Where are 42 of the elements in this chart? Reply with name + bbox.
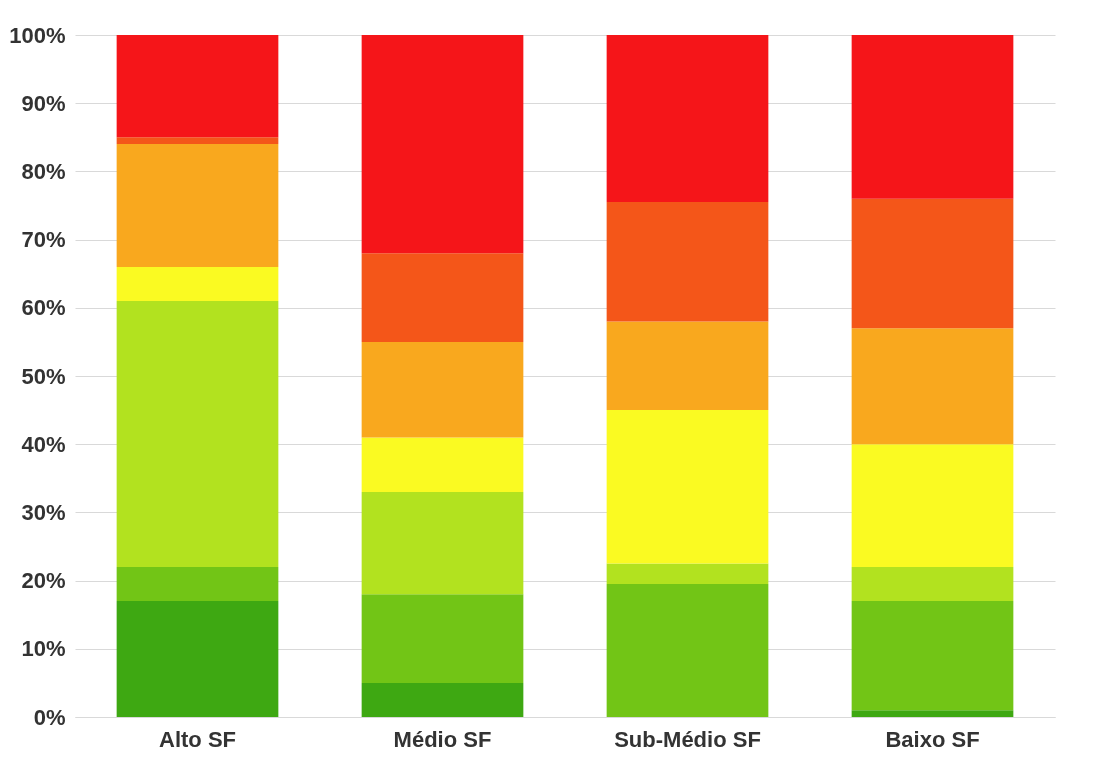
bar bbox=[851, 566, 1014, 602]
y-tick-label: 70% bbox=[21, 227, 66, 253]
x-tick-label: Alto SF bbox=[159, 726, 236, 752]
x-tick-label: Médio SF bbox=[393, 726, 492, 752]
bar bbox=[116, 300, 279, 567]
y-tick-label: 50% bbox=[21, 363, 66, 389]
x-tick-label: Sub-Médio SF bbox=[614, 726, 761, 752]
y-tick-label: 90% bbox=[21, 90, 66, 116]
bar bbox=[361, 491, 524, 595]
bar bbox=[116, 35, 279, 138]
bar bbox=[116, 601, 279, 717]
bar bbox=[606, 321, 769, 411]
bar bbox=[851, 601, 1014, 711]
bar bbox=[361, 594, 524, 683]
bar bbox=[606, 35, 769, 203]
bar bbox=[361, 437, 524, 492]
bar bbox=[606, 584, 769, 717]
bar bbox=[116, 566, 279, 602]
bar bbox=[361, 341, 524, 438]
bar bbox=[606, 563, 769, 585]
y-tick-label: 30% bbox=[21, 499, 66, 525]
bar bbox=[851, 35, 1014, 199]
y-tick-label: 0% bbox=[33, 704, 66, 730]
bar bbox=[851, 328, 1014, 445]
bar bbox=[851, 198, 1014, 329]
bar bbox=[606, 410, 769, 564]
bar bbox=[116, 266, 279, 301]
y-tick-label: 80% bbox=[21, 158, 66, 184]
bar bbox=[851, 710, 1014, 717]
bar bbox=[361, 253, 524, 342]
y-tick-label: 40% bbox=[21, 431, 66, 457]
x-tick-label: Baixo SF bbox=[885, 726, 980, 752]
bar bbox=[361, 35, 524, 254]
bar bbox=[606, 202, 769, 322]
bar bbox=[361, 682, 524, 717]
bar bbox=[116, 137, 279, 145]
y-tick-label: 10% bbox=[21, 636, 66, 662]
y-tick-label: 100% bbox=[9, 22, 66, 48]
bar bbox=[116, 144, 279, 267]
y-tick-label: 20% bbox=[21, 568, 66, 594]
bar bbox=[851, 444, 1014, 567]
y-tick-label: 60% bbox=[21, 295, 66, 321]
